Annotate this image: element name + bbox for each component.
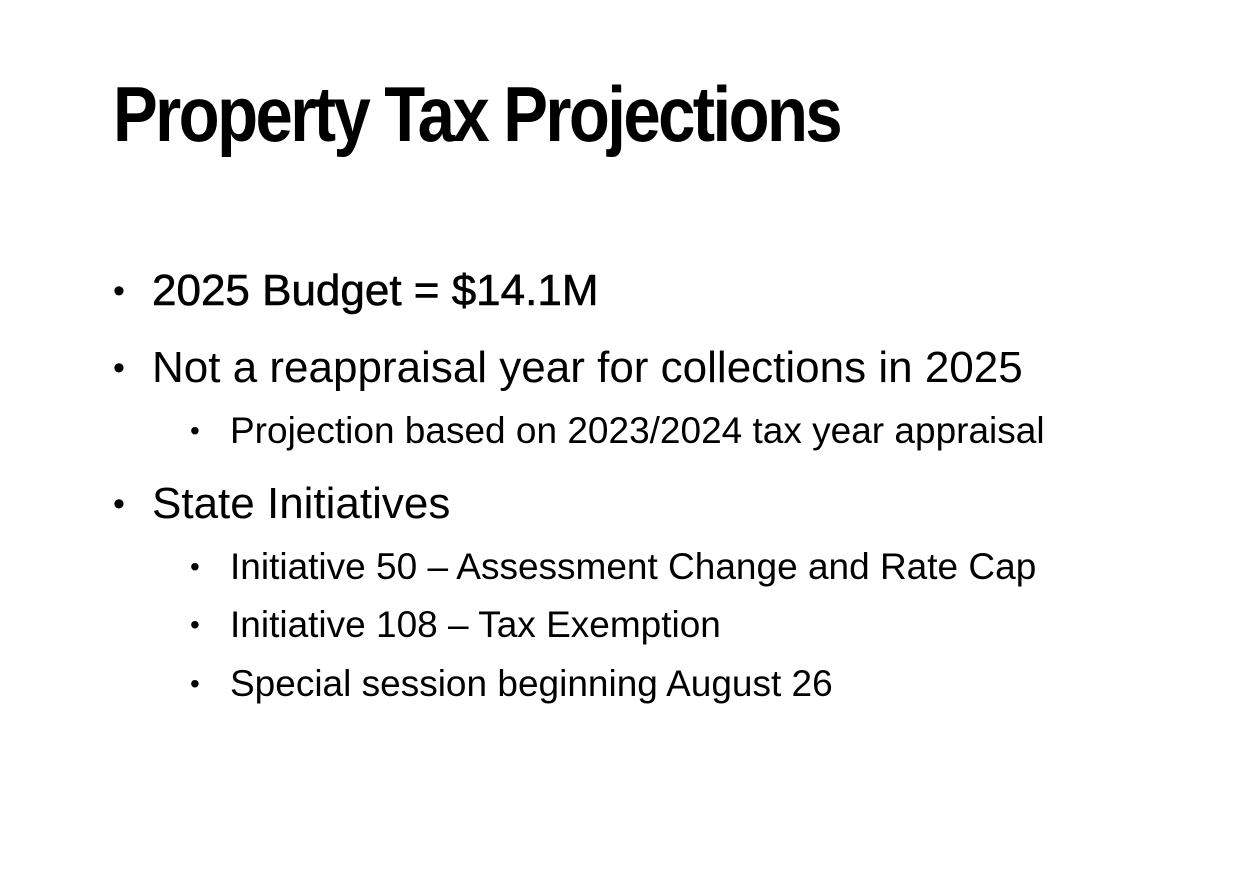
bullet-marker: • — [113, 485, 125, 523]
bullet-marker: • — [190, 551, 200, 582]
bullet-marker: • — [113, 272, 125, 310]
bullet-text: Special session beginning August 26 — [230, 663, 833, 704]
bullet-text: 2025 Budget = $14.1M — [152, 266, 599, 316]
bullet-text: Initiative 50 – Assessment Change and Ra… — [230, 546, 1037, 587]
bullet-marker: • — [190, 609, 200, 640]
bullet-text: State Initiatives — [152, 479, 451, 528]
slide-title: Property Tax Projections — [113, 70, 843, 158]
bullet-marker: • — [190, 668, 200, 699]
bullet-marker: • — [113, 349, 125, 387]
bullet-text: Projection based on 2023/2024 tax year a… — [230, 410, 1045, 451]
bullet-marker: • — [190, 415, 200, 446]
bullet-text: Not a reappraisal year for collections i… — [152, 343, 1023, 392]
bullet-text: Initiative 108 – Tax Exemption — [230, 604, 721, 645]
